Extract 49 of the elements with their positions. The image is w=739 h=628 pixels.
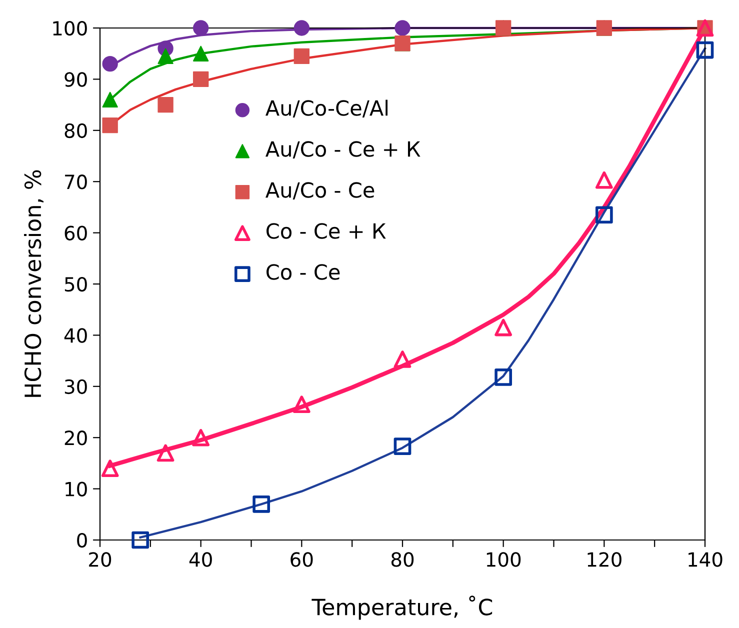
point <box>494 318 512 336</box>
legend-label: Co - Ce <box>266 264 340 280</box>
point <box>192 71 209 88</box>
y-tick-label: 60 <box>64 226 87 240</box>
point <box>294 20 310 36</box>
point <box>252 495 270 513</box>
point <box>292 396 310 413</box>
legend-label: Co - Ce + К <box>266 223 386 239</box>
y-tick-label: 50 <box>64 276 87 292</box>
legend-label: Au/Co-Ce/Al <box>266 100 388 118</box>
legend-label: Au/Co - Ce + К <box>266 141 420 159</box>
x-tick-label: 120 <box>588 552 622 567</box>
y-tick-label: 0 <box>77 532 87 548</box>
y-tick-label: 70 <box>65 174 87 190</box>
point <box>158 48 174 64</box>
x-tick-label: 80 <box>391 552 414 567</box>
point <box>101 460 119 477</box>
x-tick-label: 60 <box>290 552 313 567</box>
point <box>595 171 613 189</box>
x-axis-title: Temperature, ˚C <box>312 596 492 620</box>
point <box>595 206 613 224</box>
point <box>294 48 310 64</box>
point <box>394 20 410 36</box>
legend-label: Au/Co - Ce <box>266 182 374 200</box>
point <box>156 444 174 462</box>
point <box>192 46 209 62</box>
point <box>192 20 209 36</box>
y-axis-title: HCHO conversion, % <box>24 170 44 397</box>
y-tick-label: 10 <box>66 482 87 496</box>
y-tick-label: 30 <box>64 379 87 394</box>
point <box>102 56 118 72</box>
point <box>394 438 412 455</box>
y-tick-label: 90 <box>64 72 87 87</box>
point <box>102 117 118 134</box>
point <box>696 41 714 59</box>
x-tick-label: 40 <box>189 552 212 567</box>
point <box>158 96 174 113</box>
point <box>102 92 118 108</box>
y-tick-label: 20 <box>64 430 87 446</box>
x-tick-label: 100 <box>486 552 521 567</box>
y-tick-label: 40 <box>64 328 87 343</box>
point <box>394 350 412 368</box>
point <box>192 428 210 446</box>
y-tick-label: 100 <box>53 20 87 36</box>
point <box>494 368 512 386</box>
y-tick-label: 80 <box>64 123 87 138</box>
point <box>132 531 150 549</box>
x-tick-label: 20 <box>89 552 112 567</box>
x-tick-label: 140 <box>688 552 722 567</box>
